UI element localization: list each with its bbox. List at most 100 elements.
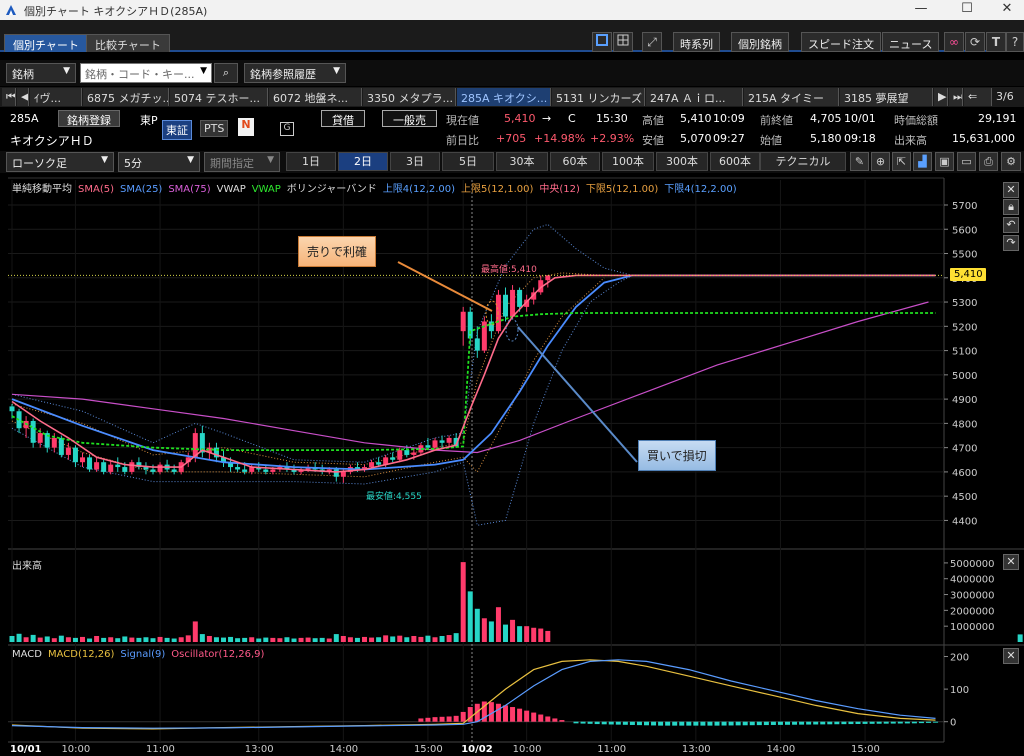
candle-body (129, 462, 135, 472)
prev-icon[interactable]: ◀ (17, 88, 29, 106)
current-price-label: 5,410 (950, 268, 986, 282)
last-page-icon[interactable]: ⏭ (949, 88, 963, 106)
volume-bars (9, 562, 1023, 642)
chart-area-icon[interactable]: ▟ (913, 152, 932, 171)
volume-bar (1017, 634, 1023, 642)
interval-select[interactable]: 5分 ▼ (118, 152, 200, 172)
gear-icon[interactable]: ⚙ (1001, 152, 1021, 171)
jikeiretsu-button[interactable]: 時系列 (673, 32, 720, 52)
period-5d-button[interactable]: 5日 (442, 152, 494, 171)
close-pane-icon[interactable]: ✕ (1003, 182, 1019, 198)
period-60-button[interactable]: 60本 (550, 152, 600, 171)
legend-item: MACD(12,26) (47, 649, 115, 660)
oscillator-bar (474, 703, 480, 722)
close-volume-pane-icon[interactable]: ✕ (1003, 554, 1019, 570)
first-page-icon[interactable]: ⏮ (2, 88, 16, 106)
stock-chart[interactable]: 4400 4500 4600 4700 4800 4900 5000 5100 5200 5300… (0, 175, 1024, 756)
minimize-icon[interactable]: — (914, 1, 928, 16)
technical-button[interactable]: テクニカル (760, 152, 846, 171)
genzai-flag: C (568, 112, 576, 125)
search-icon[interactable]: ⌕ (214, 63, 238, 83)
stock-tab[interactable]: 3350 メタプラ... (363, 88, 456, 106)
tab-kobetsu-chart[interactable]: 個別チャート (4, 34, 88, 52)
sma25-line (11, 274, 936, 471)
chart-type-select[interactable]: ローソク足 ▼ (6, 152, 114, 172)
stock-tab[interactable]: 3185 夢展望 (840, 88, 933, 106)
candle-body (474, 338, 480, 351)
oscillator-bar (510, 707, 516, 722)
period-600-button[interactable]: 600本 (710, 152, 760, 171)
pencil-icon[interactable]: ✎ (850, 152, 869, 171)
kashi-button[interactable]: 貸借 (321, 110, 365, 127)
zoom-icon[interactable]: ⊕ (871, 152, 890, 171)
print-icon[interactable]: ⎙ (979, 152, 998, 171)
text-t-icon[interactable]: T (986, 32, 1006, 52)
oscillator-bar (721, 721, 727, 726)
stock-tab[interactable]: 5074 テスホー... (170, 88, 268, 106)
register-button[interactable]: 銘柄登録 (58, 110, 120, 127)
next-icon[interactable]: ▶ (934, 88, 948, 106)
period-select[interactable]: 期間指定 ▼ (204, 152, 280, 172)
volume-bar (221, 637, 226, 642)
stock-tab[interactable]: 247A Ａｉロ... (646, 88, 743, 106)
period-1d-button[interactable]: 1日 (286, 152, 336, 171)
news-button[interactable]: ニュース (882, 32, 940, 52)
link-icon[interactable]: ∞ (944, 32, 964, 52)
search-input[interactable]: 銘柄・コード・キー... ▼ (80, 63, 212, 83)
back-arrow-icon[interactable]: ⇐ (964, 88, 992, 106)
single-layout-icon[interactable] (592, 32, 612, 52)
close-icon[interactable]: ✕ (1001, 1, 1013, 16)
oscillator-bar (869, 721, 875, 724)
period-3d-button[interactable]: 3日 (390, 152, 440, 171)
period-30-button[interactable]: 30本 (496, 152, 548, 171)
help-icon[interactable]: ? (1006, 32, 1024, 52)
refresh-icon[interactable]: ⟳ (965, 32, 985, 52)
expand-icon[interactable]: ⤢ (642, 32, 662, 52)
volume-tick-label: 2000000 (950, 606, 995, 617)
market-tosho-button[interactable]: 東証 (162, 120, 192, 140)
chevron-down-icon: ▼ (267, 155, 274, 165)
lock-icon[interactable]: 🔒︎ (1003, 199, 1019, 215)
stock-tab[interactable]: 5131 リンカーズ (552, 88, 645, 106)
stock-tab[interactable]: 215A タイミー (744, 88, 839, 106)
volume-bar (87, 638, 93, 642)
stock-tab[interactable]: 6875 メガチッ... (83, 88, 169, 106)
oscillator-bar (503, 705, 508, 722)
candle-body (157, 464, 163, 472)
candle-body (376, 462, 382, 465)
folder-icon[interactable]: ▭ (957, 152, 976, 171)
period-100-button[interactable]: 100本 (602, 152, 654, 171)
stock-tab[interactable]: ｲヴ... (30, 88, 82, 106)
volume-bar (326, 638, 332, 642)
tab-hikaku-chart[interactable]: 比較チャート (86, 34, 170, 52)
save-icon[interactable]: ▣ (935, 152, 954, 171)
pts-button[interactable]: PTS (200, 120, 229, 137)
volume-bar (171, 638, 177, 642)
ippan-button[interactable]: 一般売 (382, 110, 437, 127)
zenshu-label: 前終値 (760, 114, 793, 127)
period-2d-button[interactable]: 2日 (338, 152, 388, 171)
period-300-button[interactable]: 300本 (656, 152, 708, 171)
n-badge-icon[interactable]: N (238, 118, 254, 136)
candle-body (87, 457, 93, 470)
meigara-select[interactable]: 銘柄 ▼ (6, 63, 76, 83)
grid-layout-icon[interactable] (613, 32, 633, 52)
candle-body (44, 433, 50, 448)
legend-item: Signal(9) (120, 649, 166, 660)
volume-bar (30, 634, 36, 642)
chevron-down-icon: ▼ (101, 155, 108, 165)
oscillator-bar (679, 721, 685, 726)
volume-bar (23, 637, 29, 642)
history-select[interactable]: 銘柄参照履歴 ▼ (244, 63, 346, 83)
stock-tab-active[interactable]: 285A キオクシ... (457, 88, 551, 106)
maximize-icon[interactable]: ☐ (961, 1, 973, 16)
kobetsu-meigara-button[interactable]: 個別銘柄 (731, 32, 789, 52)
candle-body (453, 437, 459, 447)
price-tick-label: 4600 (952, 468, 977, 479)
undo-icon[interactable]: ↶ (1003, 217, 1019, 233)
close-macd-pane-icon[interactable]: ✕ (1003, 648, 1019, 664)
speed-order-button[interactable]: スピード注文 (801, 32, 881, 52)
stock-tab[interactable]: 6072 地盤ネ... (269, 88, 362, 106)
exit-icon[interactable]: ⇱ (892, 152, 911, 171)
redo-icon[interactable]: ↷ (1003, 235, 1019, 251)
